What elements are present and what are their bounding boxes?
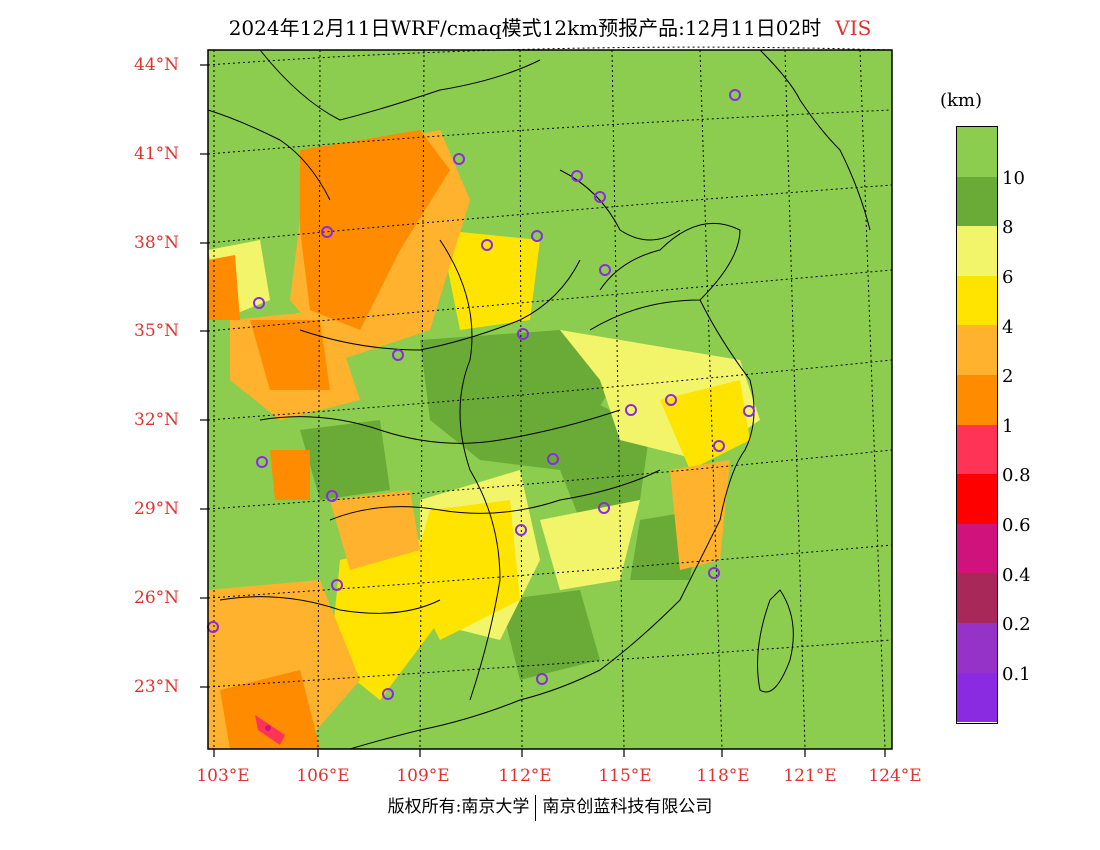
copyright-left: 版权所有:南京大学 [387, 797, 530, 817]
lon-label: 124°E [868, 766, 922, 786]
station-marker [481, 239, 493, 251]
station-marker [531, 230, 543, 242]
colorbar-segment [957, 424, 997, 475]
station-marker [713, 440, 725, 452]
lon-label: 121°E [783, 766, 837, 786]
lat-label: 44°N [134, 55, 180, 75]
colorbar-label: 10 [1002, 168, 1025, 189]
station-marker [331, 579, 343, 591]
colorbar-segment [957, 374, 997, 425]
colorbar-segment [957, 325, 997, 375]
colorbar-label: 0.8 [1002, 465, 1031, 486]
lon-label: 115°E [598, 766, 652, 786]
lat-label: 26°N [134, 588, 180, 608]
lat-label: 38°N [134, 233, 180, 253]
station-marker [392, 349, 404, 361]
station-marker [571, 170, 583, 182]
colorbar-label: 0.6 [1002, 515, 1031, 536]
footer-divider [535, 794, 537, 821]
map-field [208, 50, 892, 749]
station-markers [207, 89, 755, 700]
station-marker [708, 567, 720, 579]
title-main: 2024年12月11日WRF/cmaq模式12km预报产品:12月11日02时 [228, 16, 822, 40]
colorbar-segment [957, 672, 997, 723]
lat-label: 32°N [134, 410, 180, 430]
colorbar-label: 1 [1002, 416, 1014, 437]
lon-label: 118°E [696, 766, 750, 786]
station-marker [326, 490, 338, 502]
map-title: 2024年12月11日WRF/cmaq模式12km预报产品:12月11日02时 V… [0, 12, 1100, 41]
colorbar-unit: (km) [940, 90, 983, 111]
lon-label: 103°E [196, 766, 250, 786]
colorbar-segment [957, 176, 997, 227]
title-variable: VIS [835, 16, 872, 40]
colorbar-segment [957, 275, 997, 326]
graticule [207, 46, 893, 750]
station-marker [625, 404, 637, 416]
colorbar-label: 2 [1002, 366, 1014, 387]
station-marker [594, 191, 606, 203]
colorbar-segment [957, 127, 997, 177]
station-marker [729, 89, 741, 101]
station-marker [536, 673, 548, 685]
colorbar-label: 4 [1002, 317, 1014, 338]
lon-label: 109°E [396, 766, 450, 786]
colorbar-segment [957, 474, 997, 524]
map-frame [207, 49, 893, 750]
colorbar-label: 6 [1002, 267, 1014, 288]
station-marker [256, 456, 268, 468]
lat-label: 29°N [134, 499, 180, 519]
colorbar-label: 8 [1002, 217, 1014, 238]
colorbar [956, 126, 998, 724]
station-marker [515, 524, 527, 536]
lat-label: 35°N [134, 321, 180, 341]
colorbar-segment [957, 622, 997, 673]
station-marker [517, 328, 529, 340]
colorbar-segment [957, 226, 997, 276]
axis-ticks [200, 64, 886, 757]
colorbar-segment [957, 573, 997, 623]
station-marker [598, 502, 610, 514]
lon-label: 112°E [498, 766, 552, 786]
station-marker [665, 394, 677, 406]
station-marker [253, 297, 265, 309]
colorbar-label: 0.4 [1002, 565, 1031, 586]
lat-label: 23°N [134, 677, 180, 697]
colorbar-segment [957, 523, 997, 574]
station-marker [321, 226, 333, 238]
copyright-footer: 版权所有:南京大学 南京创蓝科技有限公司 [0, 792, 1100, 821]
lat-label: 41°N [134, 144, 180, 164]
colorbar-label: 0.1 [1002, 664, 1031, 685]
boundaries [207, 49, 871, 750]
copyright-right: 南京创蓝科技有限公司 [542, 797, 713, 817]
station-marker [599, 264, 611, 276]
lon-label: 106°E [296, 766, 350, 786]
station-marker [547, 453, 559, 465]
station-marker [382, 688, 394, 700]
station-marker [743, 405, 755, 417]
station-marker [453, 153, 465, 165]
colorbar-label: 0.2 [1002, 614, 1031, 635]
